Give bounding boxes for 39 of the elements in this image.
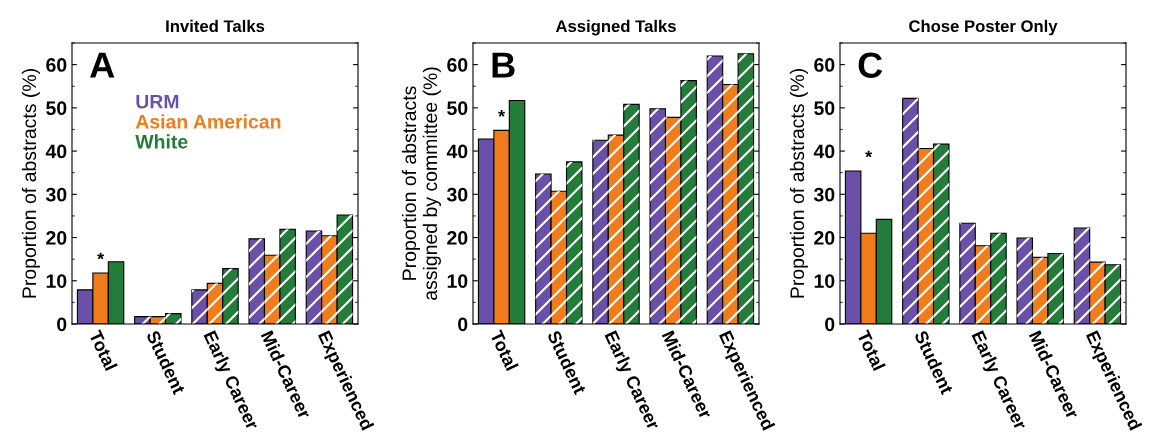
annotation: * xyxy=(97,252,105,260)
y-tick-label: 0 xyxy=(458,317,468,332)
y-tick-label: 30 xyxy=(45,187,67,202)
y-tick-label: 20 xyxy=(814,231,835,245)
x-tick-label: Total xyxy=(88,329,118,372)
y-tick-label: 50 xyxy=(447,101,468,116)
y-tick-label: 60 xyxy=(447,58,468,72)
y-tick-label: 40 xyxy=(45,144,67,159)
y-tick-label: 10 xyxy=(46,274,67,289)
y-tick-label: 30 xyxy=(813,187,835,202)
y-tick-label: 40 xyxy=(446,144,468,159)
y-axis-title: Proportion of abstracts (%) xyxy=(789,69,808,298)
y-tick-label: 50 xyxy=(814,101,835,116)
y-axis-title: Proportion of abstracts assigned by committee (%) xyxy=(401,67,441,300)
y-tick-label: 0 xyxy=(57,317,67,332)
text: Asian American xyxy=(135,114,281,129)
y-tick-label: 60 xyxy=(46,58,67,72)
y-axis-title: Proportion of abstracts (%) xyxy=(21,69,40,298)
text: White xyxy=(135,134,188,149)
text: URM xyxy=(136,94,179,109)
y-tick-label: 10 xyxy=(814,274,835,289)
chart-title: Chose Poster Only xyxy=(909,19,1058,36)
annotation: A xyxy=(90,52,115,78)
y-tick-label: 20 xyxy=(447,231,468,245)
y-tick-label: 40 xyxy=(813,144,835,159)
y-tick-label: 10 xyxy=(447,274,468,289)
chart-title: Assigned Talks xyxy=(555,19,676,36)
y-tick-label: 0 xyxy=(825,317,835,332)
annotation: C xyxy=(858,52,883,78)
annotation: B xyxy=(492,52,515,78)
y-tick-label: 50 xyxy=(46,101,67,116)
x-tick-label: Total xyxy=(856,329,886,372)
chart-title: Invited Talks xyxy=(166,19,265,33)
x-tick-label: Total xyxy=(489,329,519,372)
y-tick-label: 30 xyxy=(446,187,468,202)
annotation: * xyxy=(865,150,873,158)
annotation: * xyxy=(498,109,506,117)
y-tick-label: 60 xyxy=(814,58,835,72)
y-tick-label: 20 xyxy=(46,231,67,245)
